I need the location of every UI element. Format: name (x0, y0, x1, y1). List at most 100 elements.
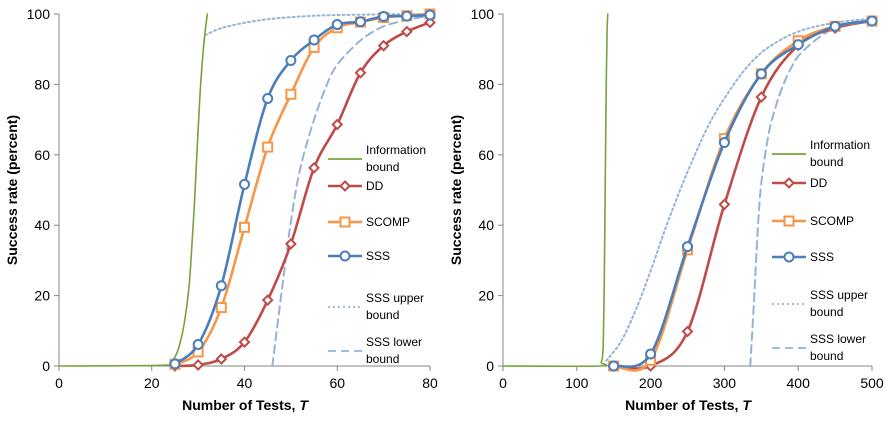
data-point-scomp (215, 302, 227, 314)
y-tick-label: 100 (471, 6, 495, 22)
series-info (58, 13, 209, 367)
x-axis-title: Number of Tests, T (182, 397, 309, 413)
legend-label-info: bound (366, 160, 399, 174)
data-point-sss (755, 68, 767, 80)
data-point-sss (829, 20, 841, 32)
legend-marker-dd (783, 177, 795, 189)
data-point-scomp (239, 221, 250, 233)
data-point-sss (169, 358, 181, 370)
legend-label-upper: bound (810, 305, 843, 319)
data-point-sss (682, 241, 693, 253)
data-point-dd (284, 237, 297, 250)
x-axis-title-variable: T (742, 397, 752, 413)
legend-label-lower: SSS lower (366, 335, 422, 349)
y-tick-label: 20 (34, 288, 50, 304)
legend-label-upper: bound (366, 308, 399, 322)
data-point-scomp (262, 141, 274, 153)
legend-label-lower: SSS lower (810, 332, 866, 346)
legend-marker-scomp (783, 215, 795, 227)
x-tick-label: 40 (237, 375, 253, 391)
data-point-sss (645, 348, 657, 360)
x-tick-label: 400 (787, 375, 811, 391)
legend-label-upper: SSS upper (366, 291, 424, 305)
legend-label-scomp: SCOMP (810, 214, 854, 228)
series-upper (204, 13, 431, 37)
y-tick-label: 0 (486, 358, 494, 374)
x-tick-label: 60 (329, 375, 345, 391)
series-sss (608, 15, 878, 372)
legend: Information bound DD SCOMP SSS SSS upper bound… (772, 138, 870, 363)
series-line-info (58, 13, 209, 367)
y-tick-label: 60 (478, 147, 494, 163)
series-lower (271, 14, 431, 367)
data-point-sss (285, 54, 297, 66)
data-point-dd (681, 325, 694, 338)
x-axis-title: Number of Tests, T (625, 397, 752, 413)
x-tick-label: 80 (422, 375, 438, 391)
data-point-sss (866, 15, 878, 27)
y-tick-label: 20 (478, 288, 494, 304)
y-tick-label: 80 (34, 76, 50, 92)
x-axis-title-text: Number of Tests, (182, 397, 299, 413)
legend-marker-sss (783, 251, 795, 263)
x-axis-title-text: Number of Tests, (625, 397, 742, 413)
data-point-dd (331, 118, 344, 131)
x-tick-label: 200 (639, 375, 663, 391)
y-axis-title: Success rate (percent) (4, 115, 20, 265)
data-point-dd (215, 353, 228, 365)
data-point-sss (331, 19, 343, 31)
x-axis-title-variable: T (299, 397, 309, 413)
data-point-sss (401, 10, 413, 22)
data-point-sss (378, 10, 390, 22)
legend-label-scomp: SCOMP (366, 215, 410, 229)
series-line-info (502, 13, 609, 368)
data-point-dd (377, 39, 390, 52)
data-point-sss (215, 280, 227, 292)
y-axis-title: Success rate (percent) (448, 115, 464, 265)
y-tick-label: 60 (34, 147, 50, 163)
data-point-dd (424, 16, 436, 29)
legend-label-sss: SSS (366, 249, 390, 263)
y-tick-label: 40 (34, 217, 50, 233)
legend-label-lower: bound (810, 349, 843, 363)
data-point-dd (261, 294, 274, 307)
legend-label-dd: DD (810, 176, 828, 190)
x-tick-label: 0 (55, 375, 63, 391)
data-point-sss (354, 16, 366, 28)
series-line-lower (271, 14, 431, 367)
x-tick-label: 0 (499, 375, 507, 391)
series-line-upper (204, 13, 431, 37)
data-point-dd (755, 91, 768, 103)
data-point-dd (354, 66, 367, 79)
x-tick-label: 20 (144, 375, 160, 391)
legend-marker-scomp (339, 216, 351, 228)
data-point-sss (608, 360, 620, 372)
legend-label-info: Information (366, 143, 426, 157)
legend-marker-sss (339, 250, 351, 262)
data-point-dd (192, 359, 205, 371)
data-point-scomp (285, 88, 297, 100)
legend-label-dd: DD (366, 179, 384, 193)
data-point-sss (192, 339, 204, 351)
data-point-sss (262, 92, 274, 104)
legend-label-lower: bound (366, 352, 399, 366)
legend: Information bound DD SCOMP SSS SSS upper bound… (328, 143, 426, 366)
legend-label-info: bound (810, 155, 843, 169)
data-point-dd (718, 198, 731, 211)
y-tick-label: 0 (42, 358, 50, 374)
data-point-dd (400, 25, 413, 38)
series-line-upper (605, 17, 873, 362)
x-tick-label: 500 (860, 375, 884, 391)
x-tick-label: 300 (713, 375, 737, 391)
series-sss (169, 9, 436, 370)
y-tick-label: 80 (478, 76, 494, 92)
data-point-sss (718, 136, 730, 148)
legend-marker-dd (339, 180, 351, 192)
data-point-dd (238, 336, 251, 348)
legend-label-upper: SSS upper (810, 288, 868, 302)
data-point-sss (424, 9, 436, 21)
data-point-sss (792, 39, 804, 51)
y-tick-label: 40 (478, 217, 494, 233)
x-tick-label: 100 (565, 375, 589, 391)
chart-panel-left: 0 20 40 60 80 100 0 20 40 60 80 Success rate (perce… (4, 6, 438, 413)
